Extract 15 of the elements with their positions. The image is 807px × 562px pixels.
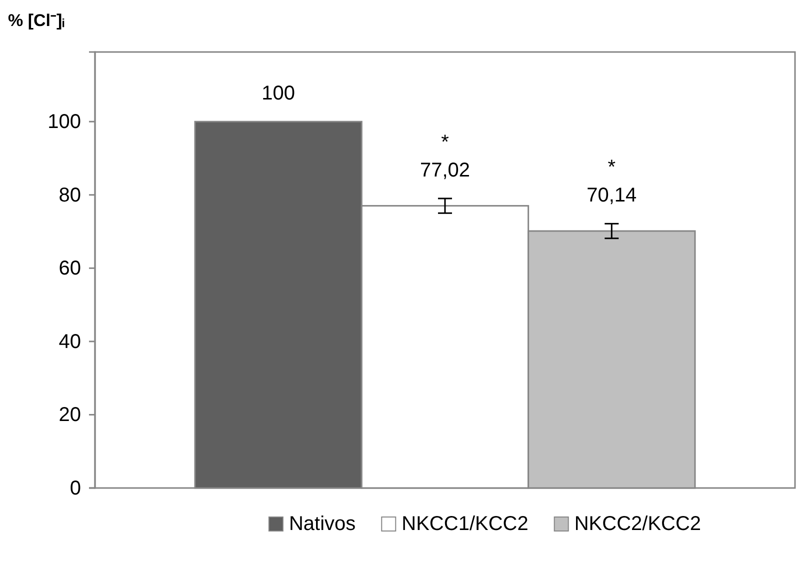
y-tick-label: 0	[70, 477, 81, 500]
y-tick-label: 20	[58, 404, 81, 426]
y-tick-label: 80	[58, 184, 81, 206]
y-axis-title: % [Cl⁻]ᵢ	[8, 11, 65, 30]
y-tick-label: 40	[58, 330, 81, 353]
annotation: *	[441, 131, 450, 154]
data-label: 100	[262, 82, 296, 105]
data-label: 70,14	[586, 184, 637, 207]
data-label: 77,02	[420, 159, 470, 182]
annotation: *	[608, 156, 616, 179]
legend-label: NKCC2/KCC2	[574, 513, 702, 535]
legend-label: NKCC1/KCC2	[402, 513, 528, 535]
legend-label: Nativos	[288, 513, 356, 535]
y-tick-label: 60	[58, 258, 81, 280]
y-tick-label: 100	[48, 111, 81, 134]
